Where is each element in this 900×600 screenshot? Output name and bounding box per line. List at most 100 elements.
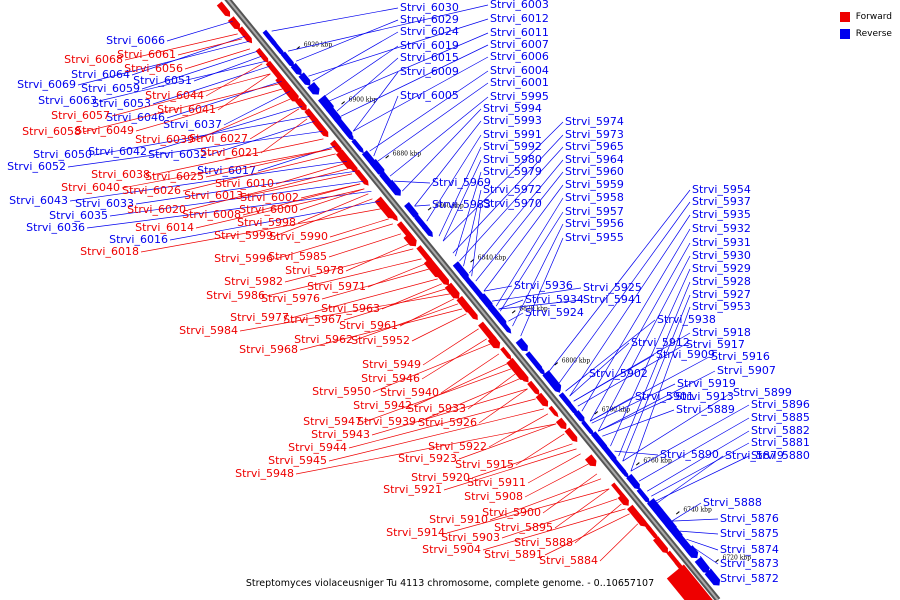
reverse-gene-feature bbox=[665, 520, 683, 541]
forward-gene-leader bbox=[482, 508, 626, 551]
reverse-gene-label: Strvi_5876 bbox=[720, 512, 779, 525]
forward-gene-label: Strvi_5952 bbox=[351, 334, 410, 347]
forward-gene-feature bbox=[354, 169, 369, 186]
forward-gene-label: Strvi_5986 bbox=[206, 289, 265, 302]
forward-gene-label: Strvi_5945 bbox=[268, 454, 327, 467]
scale-tick bbox=[470, 259, 474, 263]
forward-gene-leader bbox=[599, 523, 639, 562]
reverse-gene-leader bbox=[512, 223, 564, 327]
reverse-gene-feature bbox=[307, 82, 320, 95]
reverse-gene-leader bbox=[296, 19, 399, 62]
reverse-gene-leader bbox=[671, 502, 702, 522]
reverse-gene-label: Strvi_6064 bbox=[71, 68, 130, 81]
reverse-gene-label: Strvi_5873 bbox=[720, 557, 779, 570]
forward-gene-label: Strvi_5984 bbox=[179, 324, 238, 337]
reverse-gene-feature bbox=[497, 317, 512, 334]
reverse-gene-leader bbox=[589, 396, 634, 422]
forward-gene-label: Strvi_5888 bbox=[514, 536, 573, 549]
scale-tick-label: 6800 kbp bbox=[562, 358, 591, 365]
forward-gene-feature bbox=[564, 427, 578, 442]
reverse-gene-leader bbox=[340, 44, 489, 117]
forward-gene-label: Strvi_5996 bbox=[214, 252, 273, 265]
reverse-gene-label: Strvi_6017 bbox=[197, 164, 256, 177]
forward-gene-leader bbox=[140, 208, 381, 253]
reverse-gene-leader bbox=[671, 518, 719, 522]
reverse-gene-label: Strvi_5896 bbox=[751, 398, 810, 411]
reverse-gene-leader bbox=[581, 228, 691, 412]
reverse-gene-leader bbox=[93, 115, 311, 156]
reverse-gene-label: Strvi_5979 bbox=[483, 165, 542, 178]
reverse-gene-label: Strvi_5969 bbox=[432, 176, 491, 189]
forward-gene-leader bbox=[274, 198, 373, 237]
reverse-gene-leader bbox=[468, 159, 564, 274]
forward-gene-label: Strvi_5942 bbox=[353, 399, 412, 412]
reverse-gene-leader bbox=[569, 342, 630, 397]
reverse-gene-leader bbox=[647, 430, 750, 492]
reverse-gene-label: Strvi_5931 bbox=[692, 236, 751, 249]
reverse-gene-label: Strvi_5930 bbox=[692, 249, 751, 262]
forward-gene-feature bbox=[487, 335, 501, 349]
reverse-gene-feature bbox=[581, 420, 594, 436]
reverse-gene-leader bbox=[69, 160, 348, 202]
reverse-gene-leader bbox=[459, 146, 564, 262]
forward-gene-leader bbox=[343, 288, 447, 321]
legend-reverse: Reverse bbox=[839, 25, 892, 42]
scale-tick bbox=[427, 207, 432, 211]
reverse-gene-leader bbox=[692, 546, 719, 565]
scale-tick bbox=[715, 559, 719, 563]
reverse-gene-feature bbox=[369, 159, 385, 176]
forward-gene-label: Strvi_6008 bbox=[182, 208, 241, 221]
reverse-gene-label: Strvi_5889 bbox=[676, 403, 735, 416]
reverse-gene-leader bbox=[308, 18, 489, 77]
forward-gene-label: Strvi_6018 bbox=[80, 245, 139, 258]
forward-gene-leader bbox=[458, 423, 557, 460]
scale-tick-label: 6900 kbp bbox=[349, 97, 378, 104]
reverse-gene-label: Strvi_6015 bbox=[400, 51, 459, 64]
reverse-gene-leader bbox=[569, 214, 691, 397]
reverse-gene-leader bbox=[394, 180, 431, 184]
forward-gene-leader bbox=[244, 173, 353, 197]
forward-gene-label: Strvi_5923 bbox=[398, 452, 457, 465]
forward-gene-leader bbox=[135, 88, 283, 132]
forward-gene-leader bbox=[151, 138, 324, 176]
reverse-gene-leader bbox=[148, 105, 303, 153]
reverse-gene-label: Strvi_5964 bbox=[565, 153, 624, 166]
scale-tick bbox=[675, 511, 680, 515]
forward-gene-leader bbox=[195, 98, 291, 141]
reverse-gene-leader bbox=[622, 392, 732, 462]
scale-tick bbox=[296, 46, 301, 50]
reverse-gene-label: Strvi_5879 bbox=[725, 449, 784, 462]
forward-gene-leader bbox=[82, 83, 279, 133]
forward-gene-label: Strvi_5978 bbox=[285, 264, 344, 277]
reverse-gene-leader bbox=[77, 40, 250, 86]
forward-gene-feature bbox=[535, 392, 549, 407]
reverse-gene-feature bbox=[647, 498, 664, 516]
forward-gene-feature bbox=[423, 257, 442, 278]
forward-gene-leader bbox=[124, 33, 238, 61]
forward-gene-leader bbox=[274, 223, 393, 260]
reverse-gene-label: Strvi_5929 bbox=[692, 262, 751, 275]
reverse-gene-leader bbox=[548, 189, 691, 372]
forward-gene-leader bbox=[381, 283, 442, 310]
forward-gene-label: Strvi_6041 bbox=[157, 103, 216, 116]
reverse-gene-label: Strvi_6033 bbox=[75, 197, 134, 210]
forward-gene-leader bbox=[515, 433, 565, 466]
forward-gene-label: Strvi_5944 bbox=[288, 441, 347, 454]
reverse-gene-leader bbox=[508, 312, 524, 322]
scale-tick-label: 6860 kbp bbox=[435, 203, 464, 210]
forward-gene-label: Strvi_6013 bbox=[184, 189, 243, 202]
forward-gene-feature bbox=[585, 454, 597, 467]
forward-gene-label: Strvi_5920 bbox=[411, 471, 470, 484]
scale-tick-label: 6840 kbp bbox=[478, 255, 507, 262]
reverse-gene-leader bbox=[141, 50, 258, 90]
forward-gene-label: Strvi_5971 bbox=[307, 280, 366, 293]
reverse-gene-label: Strvi_5970 bbox=[483, 197, 542, 210]
reverse-gene-feature bbox=[422, 224, 433, 237]
reverse-gene-leader bbox=[499, 211, 564, 312]
forward-gene-label: Strvi_5884 bbox=[539, 554, 598, 567]
scale-tick-label: 6720 kbp bbox=[723, 555, 752, 562]
reverse-gene-feature bbox=[270, 39, 285, 56]
reverse-gene-leader bbox=[558, 201, 691, 384]
forward-gene-leader bbox=[217, 73, 271, 111]
reverse-gene-label: Strvi_5935 bbox=[692, 208, 751, 221]
